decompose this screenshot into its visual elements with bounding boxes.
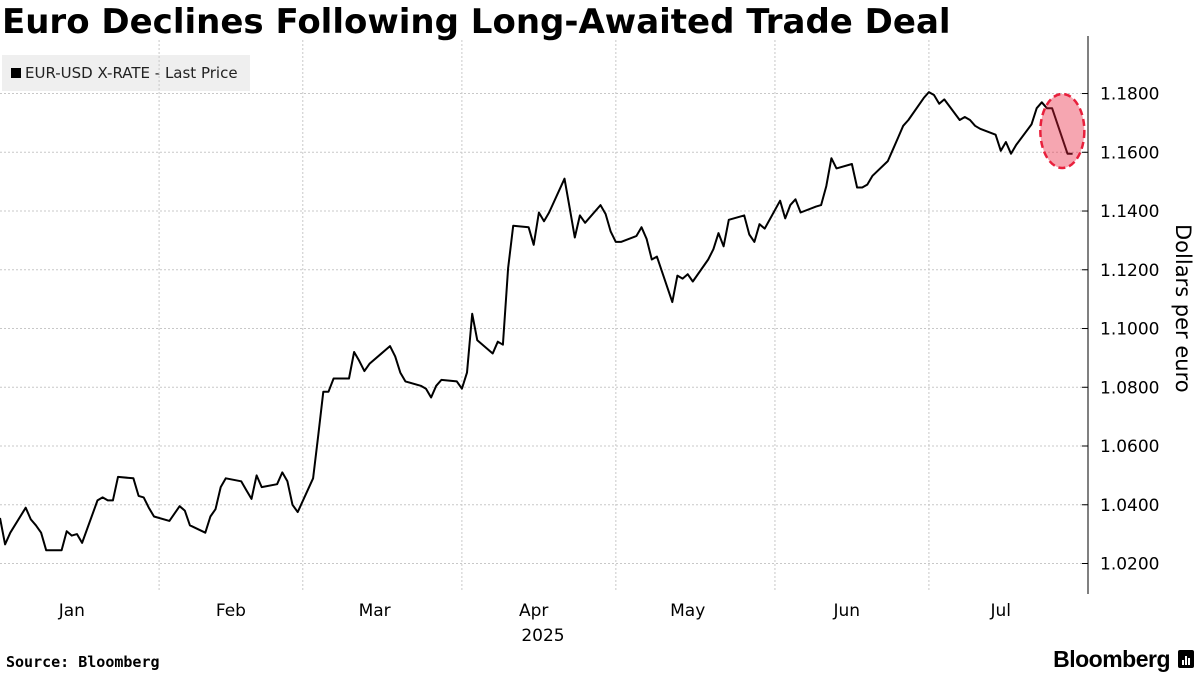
- y-tick-label: 1.0200: [1100, 555, 1159, 575]
- y-tick-label: 1.1000: [1100, 320, 1159, 340]
- y-axis: 1.0200 1.0400 1.0600 1.0800 1.1000 1.1200 1.14…: [1082, 36, 1195, 594]
- y-tick-label: 1.1400: [1100, 202, 1159, 222]
- source-note: Source: Bloomberg: [6, 653, 160, 671]
- y-tick-label: 1.0400: [1100, 496, 1159, 516]
- highlight-layer: [1039, 92, 1086, 170]
- legend-swatch: [11, 68, 21, 78]
- y-tick-label: 1.1600: [1100, 143, 1159, 163]
- brand-logo: Bloomberg: [1053, 646, 1170, 672]
- x-tick-label: Apr: [519, 601, 548, 621]
- gridlines: [0, 40, 1088, 592]
- legend-label: EUR-USD X-RATE - Last Price: [25, 64, 238, 82]
- x-tick-label: Jun: [833, 601, 861, 621]
- y-tick-label: 1.1200: [1100, 261, 1159, 281]
- y-axis-title: Dollars per euro: [1171, 224, 1195, 393]
- series-layer: [0, 91, 1073, 552]
- x-axis: Jan Feb Mar Apr May Jun Jul 2025: [58, 601, 1011, 646]
- y-tick-label: 1.0600: [1100, 437, 1159, 457]
- x-tick-label: Jul: [989, 601, 1011, 621]
- legend: EUR-USD X-RATE - Last Price: [2, 55, 250, 91]
- x-tick-label: Mar: [359, 601, 391, 621]
- x-tick-label: May: [670, 601, 705, 621]
- x-tick-label: Feb: [216, 601, 246, 621]
- highlight-ellipse: [1039, 92, 1086, 170]
- series-line: [0, 91, 1073, 552]
- bloomberg-terminal-icon: [1178, 650, 1194, 668]
- chart-title: Euro Declines Following Long-Awaited Tra…: [2, 2, 951, 42]
- y-tick-label: 1.1800: [1100, 85, 1159, 105]
- y-tick-label: 1.0800: [1100, 378, 1159, 398]
- x-tick-label: Jan: [58, 601, 85, 621]
- x-axis-title: 2025: [521, 626, 564, 646]
